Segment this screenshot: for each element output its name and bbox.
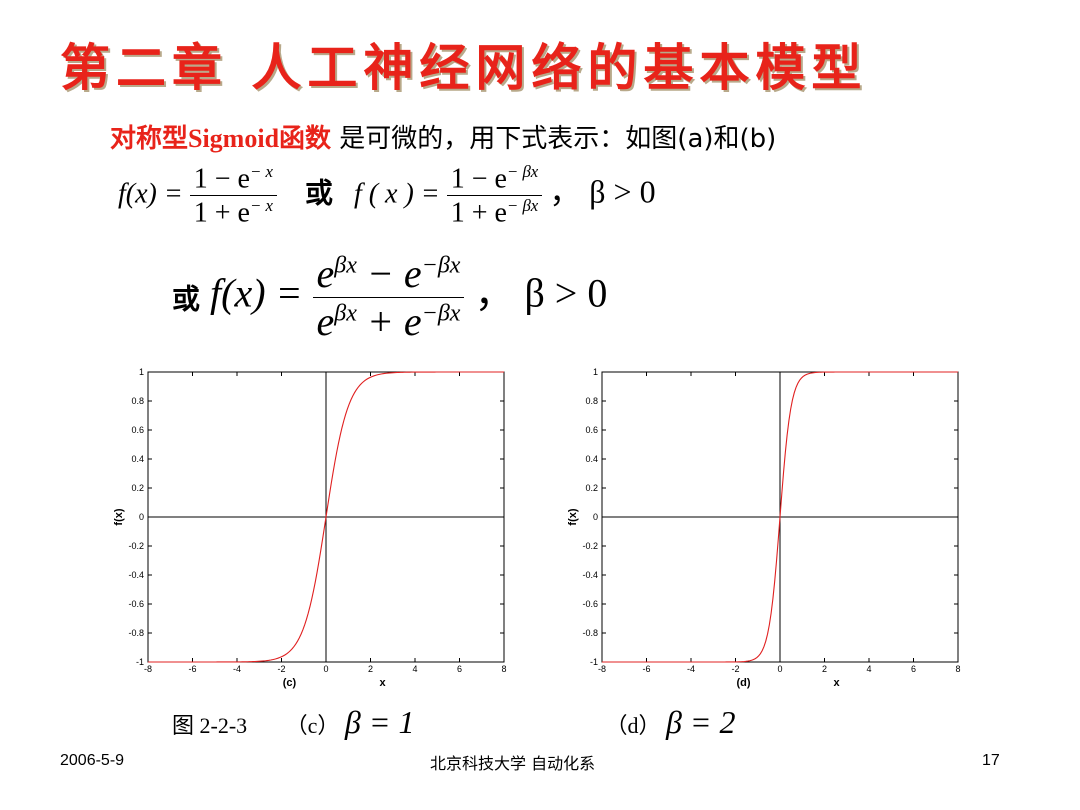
y-tick-label: -0.2 [582,541,598,551]
y-tick-label: -0.4 [582,570,598,580]
f1-num: 1 − e [193,163,250,195]
y-tick-label: 0.4 [131,454,144,464]
y-tick-label: -0.6 [582,599,598,609]
x-tick-label: 4 [866,664,871,674]
f2-den-a: e [316,299,335,344]
plot-c: -8 -6 -4 -2 0 2 4 6 8 -1 -0.8 -0.6 -0.4 -0.2 0 0.2 0.4 0.… [113,367,507,689]
f1-or: 或 [304,176,333,210]
f1-lhs2: f ( x ) = [353,178,440,210]
f2-num-a: e [316,251,335,296]
x-tick-label: 6 [457,664,462,674]
f2-num-b-exp: −βx [421,252,461,279]
x-tick-label: 0 [323,664,328,674]
x-tick-label: 2 [822,664,827,674]
f1-den-exp: − x [249,196,273,216]
f2-fraction: eβx − e−βx eβx + e−βx [312,250,465,345]
f1-fraction: 1 − e− x 1 + e− x [189,162,277,230]
caption-c: （c） [285,713,340,738]
x-tick-label: -2 [731,664,739,674]
f2-den-b: + e [356,299,422,344]
y-tick-label: 0.4 [585,454,598,464]
y-tick-label: -0.4 [128,570,144,580]
subtitle-black: 是可微的，用下式表示：如图(a)和(b) [339,124,777,154]
f1-lhs: f(x) = [118,178,183,210]
y-tick-label: 0 [593,512,598,522]
caption-c-eq: β = 1 [344,704,415,740]
y-tick-label: 0.2 [131,483,144,493]
formula-2: 或 f(x) = eβx − e−βx eβx + e−βx ， β > 0 [172,250,607,345]
y-tick-label: 1 [139,367,144,377]
x-tick-label: -8 [598,664,606,674]
y-axis-label: f(x) [567,508,579,525]
caption-d: （d） [605,713,661,738]
plot-d: -8 -6 -4 -2 0 2 4 6 8 -1 -0.8 -0.6 -0.4 -0.2 0 0.2 0.4 0.… [567,367,961,689]
y-tick-label: -1 [136,657,144,667]
slide-title: 第二章 人工神经网络的基本模型 [60,39,868,97]
sigmoid-curve [602,371,958,663]
x-tick-label: -4 [687,664,695,674]
y-tick-label: 0.8 [131,396,144,406]
plot-label: (c) [283,677,297,689]
y-tick-label: -1 [590,657,598,667]
page-number: 17 [982,752,1000,769]
x-tick-label: -6 [188,664,196,674]
footer-org: 北京科技大学 自动化系 [430,754,596,773]
y-tick-label: 0.6 [585,425,598,435]
y-tick-label: 0.8 [585,396,598,406]
plot-label: (d) [736,677,750,689]
f2-num-b: − e [356,251,422,296]
x-tick-label: 8 [955,664,960,674]
x-tick-label: -6 [642,664,650,674]
x-tick-label: 0 [777,664,782,674]
f1-den2-exp: − βx [506,196,539,216]
y-axis-label: f(x) [113,508,125,525]
f2-cond: ， β > 0 [474,270,608,316]
x-axis-label: x [379,677,386,689]
caption-fig: 图 2-2-3 [172,713,248,738]
caption-d-eq: β = 2 [665,704,736,740]
f1-den: 1 + e [193,197,250,229]
f1-fraction-2: 1 − e− βx 1 + e− βx [446,162,543,230]
y-tick-label: 0 [139,512,144,522]
f1-num2: 1 − e [450,163,507,195]
f2-lhs: f(x) = [210,270,303,316]
subtitle-red: 对称型Sigmoid函数 [110,124,332,153]
x-tick-label: 6 [911,664,916,674]
x-tick-label: -4 [233,664,241,674]
f1-cond: ， β > 0 [549,173,656,210]
y-tick-label: 0.6 [131,425,144,435]
x-axis-label: x [833,677,840,689]
y-tick-label: 1 [593,367,598,377]
footer-date: 2006-5-9 [60,752,125,769]
x-tick-label: -8 [144,664,152,674]
f2-den-a-exp: βx [334,300,357,327]
x-tick-label: 8 [501,664,506,674]
f1-den2: 1 + e [450,197,507,229]
f1-num2-exp: − βx [506,162,539,181]
f2-or: 或 [172,282,201,316]
f2-den-b-exp: −βx [421,300,461,327]
f1-num-exp: − x [249,162,273,181]
formula-1: f(x) = 1 − e− x 1 + e− x 或 f ( x ) = 1 −… [118,162,656,230]
y-tick-label: 0.2 [585,483,598,493]
sigmoid-curve [148,371,504,663]
x-tick-label: -2 [277,664,285,674]
y-tick-label: -0.6 [128,599,144,609]
figure-caption: 图 2-2-3 （c） β = 1 （d） β = 2 [172,704,736,741]
y-tick-label: -0.2 [128,541,144,551]
subtitle: 对称型Sigmoid函数 是可微的，用下式表示：如图(a)和(b) [110,118,776,155]
x-tick-label: 2 [368,664,373,674]
y-tick-label: -0.8 [128,628,144,638]
y-tick-label: -0.8 [582,628,598,638]
x-tick-label: 4 [412,664,417,674]
f2-num-a-exp: βx [334,252,357,279]
